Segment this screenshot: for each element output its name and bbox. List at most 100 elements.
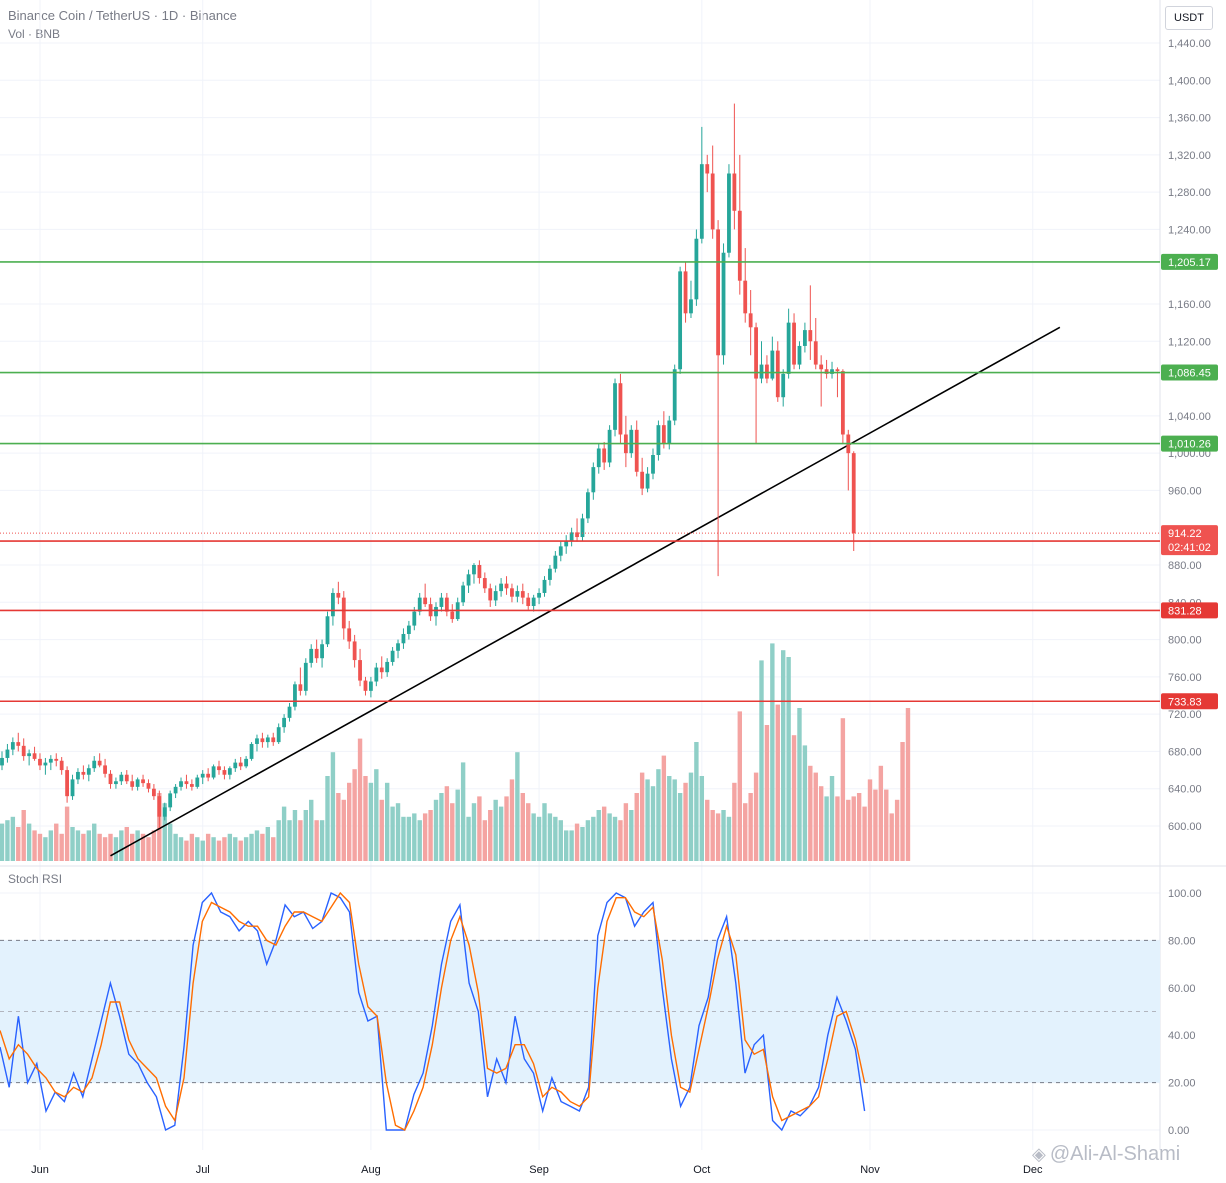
volume-bar [504, 796, 509, 861]
candle-body [86, 768, 91, 775]
month-label: Aug [361, 1164, 381, 1176]
candle-body [765, 364, 769, 379]
volume-bar [482, 820, 488, 861]
candle [417, 592, 422, 616]
level-price-label: 1,205.17 [1168, 257, 1211, 269]
candle-body [352, 641, 357, 661]
candle [678, 266, 683, 374]
volume-bar [493, 799, 498, 861]
volume-bar [146, 837, 151, 861]
candle-body [754, 327, 758, 379]
volume-bar [873, 789, 878, 861]
volume-bar [818, 786, 824, 861]
volume-bar [97, 833, 102, 861]
candle-body [32, 753, 37, 759]
candle [211, 764, 216, 780]
current-price-tag [1161, 525, 1218, 556]
candle [629, 425, 634, 458]
candle-body [59, 760, 64, 771]
volume-bar [477, 796, 482, 861]
currency-button[interactable]: USDT [1165, 6, 1213, 30]
candle-body [727, 173, 731, 253]
volume-bar [422, 813, 428, 861]
candle-body [54, 758, 59, 761]
candle-body [238, 762, 243, 767]
volume-bar [281, 806, 287, 861]
candle-body [21, 745, 26, 757]
candle [732, 103, 737, 230]
candle [824, 359, 829, 379]
candle-body [103, 765, 107, 774]
volume-bar [390, 806, 395, 861]
volume-bar [737, 711, 742, 861]
candle [423, 583, 428, 607]
candle-body [189, 784, 194, 787]
candle [613, 378, 617, 437]
volume-bar [894, 799, 900, 861]
candle-body [374, 667, 379, 682]
candle-body [141, 779, 145, 784]
candle-body [575, 532, 579, 538]
level-price-tag [1161, 364, 1218, 381]
candle-body [775, 350, 780, 398]
volume-bar [672, 779, 677, 861]
volume-bar [748, 793, 753, 861]
candle [396, 639, 400, 659]
candle [569, 527, 574, 547]
candle [184, 774, 189, 789]
candle [661, 411, 666, 449]
candle [450, 604, 455, 623]
candle [200, 770, 205, 785]
candle-body [482, 578, 487, 589]
volume-bar [21, 810, 26, 861]
candle [531, 594, 536, 612]
volume-bar [808, 765, 813, 861]
candle [314, 639, 319, 663]
volume-bar [645, 779, 650, 861]
volume-bar [130, 833, 135, 861]
volume-bar [878, 765, 884, 861]
volume-bar [558, 820, 563, 861]
candle-body [580, 518, 585, 538]
volume-bar [591, 816, 596, 861]
candle-body [119, 774, 124, 782]
candle [803, 322, 807, 353]
volume-bar [683, 782, 688, 861]
candle-body [417, 597, 422, 612]
candle [309, 644, 314, 668]
candle-body [520, 591, 525, 598]
candle-body [157, 796, 162, 817]
volume-bar [32, 830, 37, 861]
candle-body [10, 742, 15, 750]
candle [596, 443, 601, 474]
watermark-text: @Ali-Al-Shami [1049, 1143, 1181, 1165]
candle [119, 771, 124, 785]
candle [146, 779, 151, 793]
candle [336, 581, 341, 605]
volume-bar [542, 803, 547, 861]
volume-bar [173, 833, 178, 861]
candles [0, 103, 856, 828]
volume-bar [791, 735, 797, 861]
volume-bar [216, 840, 222, 861]
candle [379, 656, 384, 679]
candle-body [363, 680, 368, 691]
volume-bar [688, 772, 694, 861]
candle-body [65, 770, 69, 797]
candle-body [699, 164, 704, 239]
candle-body [434, 606, 438, 617]
candle [406, 620, 411, 640]
candle [656, 420, 661, 461]
candle [108, 770, 113, 789]
candle-body [667, 420, 672, 444]
watermark: ◈ @Ali-Al-Shami [1032, 1143, 1180, 1166]
candle-body [792, 322, 796, 365]
candle-body [124, 774, 129, 782]
level-price-label: 1,010.26 [1168, 439, 1211, 451]
volume-bar [797, 708, 802, 861]
candle-body [629, 429, 634, 454]
candle-body [732, 173, 737, 211]
candle [293, 681, 297, 711]
candle [287, 702, 292, 722]
